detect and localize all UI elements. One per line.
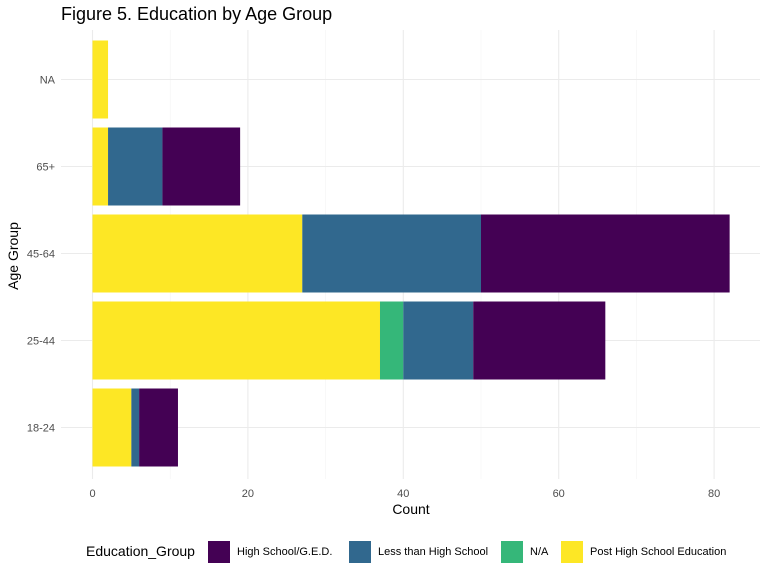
bar-segment <box>473 301 606 380</box>
bar-segment <box>481 214 730 293</box>
legend-title: Education_Group <box>86 543 195 559</box>
bar-segment <box>92 388 132 467</box>
chart-title: Figure 5. Education by Age Group <box>61 4 332 24</box>
legend-label: N/A <box>530 546 549 558</box>
y-tick-label: 25-44 <box>27 336 55 348</box>
bar-segment <box>92 127 109 206</box>
bar-segment <box>108 127 163 206</box>
y-tick-label: NA <box>40 75 56 87</box>
bar-segment <box>162 127 241 206</box>
bar-segment <box>403 301 474 380</box>
legend-key <box>349 541 371 563</box>
bar-segment <box>379 301 404 380</box>
x-axis-ticks: 0 20 40 60 80 <box>89 488 720 500</box>
y-tick-label: 65+ <box>36 162 55 174</box>
bar-segment <box>92 301 380 380</box>
x-tick-label: 20 <box>242 488 254 500</box>
x-tick-label: 40 <box>397 488 409 500</box>
x-tick-label: 80 <box>708 488 720 500</box>
bar-segment <box>131 388 140 467</box>
bar-segment <box>92 40 109 119</box>
legend-label: High School/G.E.D. <box>237 546 332 558</box>
legend-key <box>501 541 523 563</box>
legend-label: Less than High School <box>378 546 488 558</box>
x-tick-label: 60 <box>553 488 565 500</box>
x-tick-label: 0 <box>89 488 95 500</box>
legend-items: High School/G.E.D. Less than High School N… <box>208 541 726 563</box>
legend-key <box>561 541 583 563</box>
bar-segment <box>139 388 178 467</box>
bar-segment <box>92 214 303 293</box>
bar-segment <box>302 214 481 293</box>
legend: Education_Group High School/G.E.D. Less t… <box>86 541 726 563</box>
y-axis-title: Age Group <box>5 222 21 290</box>
y-tick-label: 45-64 <box>27 249 55 261</box>
x-axis-title: Count <box>392 501 429 517</box>
y-axis-ticks: 18-24 25-44 45-64 65+ NA <box>27 75 56 435</box>
legend-label: Post High School Education <box>590 546 726 558</box>
bars <box>92 40 730 467</box>
legend-key <box>208 541 230 563</box>
y-tick-label: 18-24 <box>27 423 55 435</box>
